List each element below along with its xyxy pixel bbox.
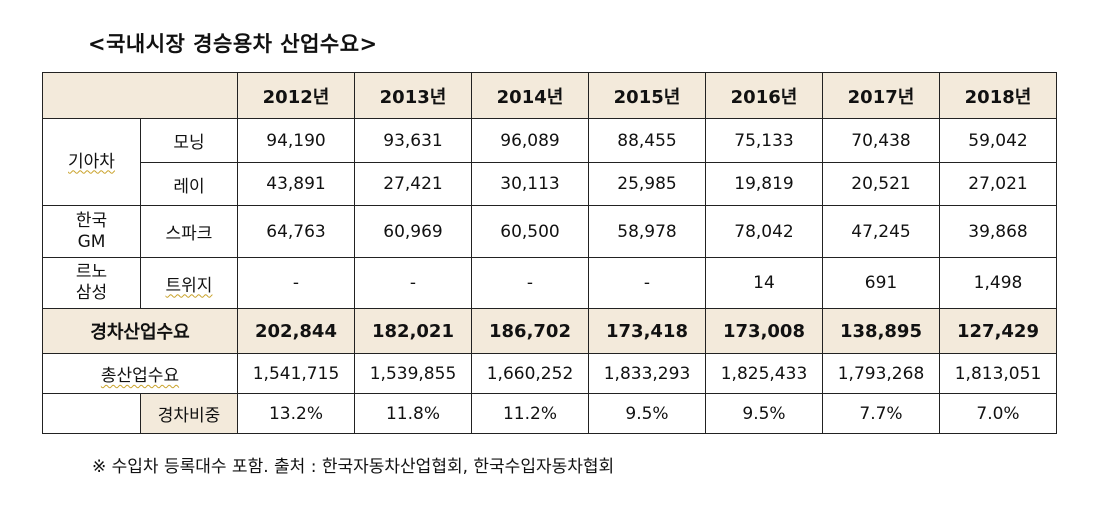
total-label: 경차산업수요: [42, 308, 238, 354]
value-cell: 1,660,252: [471, 353, 589, 394]
value-cell: 691: [822, 257, 940, 309]
value-cell: 59,042: [939, 118, 1057, 163]
value-cell: 1,541,715: [237, 353, 355, 394]
value-cell: -: [471, 257, 589, 309]
year-header: 2016년: [705, 72, 823, 119]
model-name: 트위지: [165, 275, 213, 296]
year-header: 2014년: [471, 72, 589, 119]
maker-cell: 르노 삼성: [42, 257, 141, 309]
blank-cell: [42, 393, 141, 434]
model-name: 레이: [140, 162, 238, 206]
value-cell: 27,421: [354, 162, 472, 206]
value-cell: -: [237, 257, 355, 309]
value-cell: 60,969: [354, 205, 472, 258]
value-cell: 1,539,855: [354, 353, 472, 394]
maker-name-line1: 르노: [75, 262, 108, 282]
maker-cell: 기아차: [42, 118, 141, 206]
value-cell: -: [354, 257, 472, 309]
value-cell: -: [588, 257, 706, 309]
value-cell: 25,985: [588, 162, 706, 206]
value-cell: 93,631: [354, 118, 472, 163]
share-cell: 7.7%: [822, 393, 940, 434]
value-cell: 27,021: [939, 162, 1057, 206]
maker-name-line2: 삼성: [75, 283, 108, 303]
overall-label-cell: 총산업수요: [42, 353, 238, 394]
model-name: 모닝: [140, 118, 238, 163]
share-cell: 7.0%: [939, 393, 1057, 434]
total-cell: 182,021: [354, 308, 472, 354]
share-cell: 11.8%: [354, 393, 472, 434]
value-cell: 19,819: [705, 162, 823, 206]
value-cell: 1,793,268: [822, 353, 940, 394]
table-title: <국내시장 경승용차 산업수요>: [88, 32, 378, 56]
overall-total-row: 총산업수요 1,541,715 1,539,855 1,660,252 1,83…: [42, 353, 1057, 394]
value-cell: 1,498: [939, 257, 1057, 309]
total-cell: 173,008: [705, 308, 823, 354]
table-row: 르노 삼성 트위지 - - - - 14 691 1,498: [42, 257, 1057, 309]
total-cell: 127,429: [939, 308, 1057, 354]
value-cell: 70,438: [822, 118, 940, 163]
light-car-total-row: 경차산업수요 202,844 182,021 186,702 173,418 1…: [42, 308, 1057, 354]
total-cell: 138,895: [822, 308, 940, 354]
value-cell: 60,500: [471, 205, 589, 258]
value-cell: 47,245: [822, 205, 940, 258]
share-label: 경차비중: [140, 393, 238, 434]
year-header: 2018년: [939, 72, 1057, 119]
value-cell: 14: [705, 257, 823, 309]
total-cell: 202,844: [237, 308, 355, 354]
model-cell: 트위지: [140, 257, 238, 309]
value-cell: 39,868: [939, 205, 1057, 258]
year-header: 2015년: [588, 72, 706, 119]
value-cell: 94,190: [237, 118, 355, 163]
value-cell: 43,891: [237, 162, 355, 206]
source-note: ※ 수입차 등록대수 포함. 출처 : 한국자동차산업협회, 한국수입자동차협회: [92, 457, 615, 477]
total-cell: 173,418: [588, 308, 706, 354]
header-corner-cell: [42, 72, 238, 119]
table-row: 한국 GM 스파크 64,763 60,969 60,500 58,978 78…: [42, 205, 1057, 258]
overall-label: 총산업수요: [100, 366, 180, 386]
year-header: 2013년: [354, 72, 472, 119]
table-row: 레이 43,891 27,421 30,113 25,985 19,819 20…: [43, 162, 1057, 206]
share-row: 경차비중 13.2% 11.8% 11.2% 9.5% 9.5% 7.7% 7.…: [42, 393, 1057, 434]
year-header: 2012년: [237, 72, 355, 119]
value-cell: 20,521: [822, 162, 940, 206]
model-name: 스파크: [140, 205, 238, 258]
value-cell: 88,455: [588, 118, 706, 163]
share-cell: 9.5%: [705, 393, 823, 434]
share-cell: 11.2%: [471, 393, 589, 434]
value-cell: 30,113: [471, 162, 589, 206]
value-cell: 1,813,051: [939, 353, 1057, 394]
value-cell: 1,825,433: [705, 353, 823, 394]
maker-name-line2: GM: [77, 231, 106, 252]
maker-cell: 한국 GM: [42, 205, 141, 258]
value-cell: 96,089: [471, 118, 589, 163]
value-cell: 58,978: [588, 205, 706, 258]
value-cell: 64,763: [237, 205, 355, 258]
light-car-demand-table: 2012년 2013년 2014년 2015년 2016년 2017년 2018…: [42, 72, 1057, 434]
table-row: 기아차 모닝 94,190 93,631 96,089 88,455 75,13…: [42, 118, 1057, 206]
share-cell: 13.2%: [237, 393, 355, 434]
header-row: 2012년 2013년 2014년 2015년 2016년 2017년 2018…: [42, 72, 1057, 119]
share-cell: 9.5%: [588, 393, 706, 434]
total-cell: 186,702: [471, 308, 589, 354]
year-header: 2017년: [822, 72, 940, 119]
maker-name: 기아차: [68, 151, 115, 172]
value-cell: 78,042: [705, 205, 823, 258]
maker-name-line1: 한국: [75, 210, 108, 231]
value-cell: 75,133: [705, 118, 823, 163]
value-cell: 1,833,293: [588, 353, 706, 394]
